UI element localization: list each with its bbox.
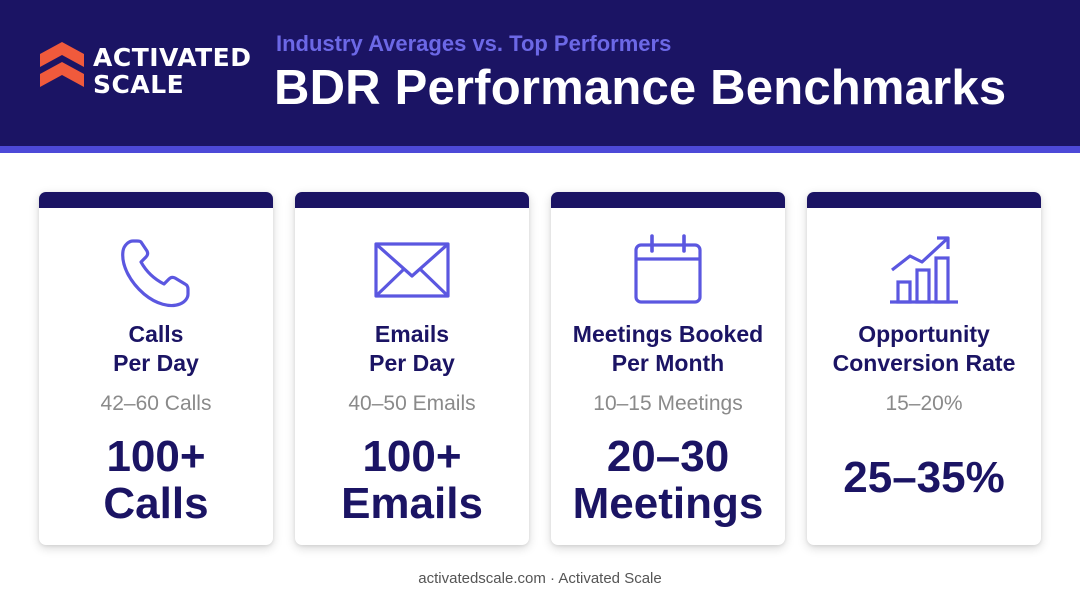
page-subtitle: Industry Averages vs. Top Performers bbox=[276, 31, 672, 56]
card-top-bar bbox=[295, 192, 529, 208]
benchmark-card-conversion: Opportunity Conversion Rate 15–20% 25–35… bbox=[807, 192, 1041, 545]
card-label-line1: Calls bbox=[128, 321, 184, 347]
benchmark-card-calls: Calls Per Day 42–60 Calls 100+ Calls bbox=[39, 192, 273, 545]
brand-name-line1: ACTIVATED bbox=[93, 43, 252, 72]
chevron-logo-icon bbox=[40, 42, 84, 87]
top-performer-value: 100+ Emails bbox=[295, 433, 529, 527]
page-title: BDR Performance Benchmarks bbox=[274, 61, 1007, 115]
card-label: Emails Per Day bbox=[295, 320, 529, 378]
industry-average-value: 10–15 Meetings bbox=[593, 392, 743, 415]
card-label: Opportunity Conversion Rate bbox=[807, 320, 1041, 378]
header-banner bbox=[0, 0, 1080, 146]
card-label-line1: Meetings Booked bbox=[572, 321, 764, 347]
benchmark-card-emails: Emails Per Day 40–50 Emails 100+ Emails bbox=[295, 192, 529, 545]
growth-chart-icon bbox=[890, 236, 958, 304]
card-top-bar bbox=[807, 192, 1041, 208]
header-accent-stripe bbox=[0, 146, 1080, 153]
industry-average-value: 15–20% bbox=[885, 392, 963, 415]
footer-attribution: activatedscale.com · Activated Scale bbox=[418, 570, 662, 587]
card-label-line2: Per Day bbox=[369, 350, 455, 376]
top-performer-line2: Calls bbox=[103, 479, 209, 528]
card-label: Calls Per Day bbox=[39, 320, 273, 378]
card-label-line2: Conversion Rate bbox=[832, 350, 1016, 376]
envelope-icon bbox=[374, 242, 450, 298]
top-performer-line1: 100+ bbox=[106, 432, 206, 481]
top-performer-value: 20–30 Meetings bbox=[551, 433, 785, 527]
top-performer-line1: 20–30 bbox=[606, 432, 730, 481]
brand-logo: ACTIVATED SCALE bbox=[38, 40, 258, 100]
card-top-bar bbox=[551, 192, 785, 208]
phone-icon bbox=[121, 239, 190, 308]
card-label-line2: Per Month bbox=[611, 350, 725, 376]
top-performer-line1: 25–35% bbox=[843, 453, 1005, 502]
card-label: Meetings Booked Per Month bbox=[551, 320, 785, 378]
top-performer-value: 100+ Calls bbox=[39, 433, 273, 527]
benchmark-card-meetings: Meetings Booked Per Month 10–15 Meetings… bbox=[551, 192, 785, 545]
top-performer-line2: Emails bbox=[341, 479, 483, 528]
card-top-bar bbox=[39, 192, 273, 208]
card-label-line2: Per Day bbox=[113, 350, 199, 376]
brand-name-line2: SCALE bbox=[93, 70, 185, 99]
top-performer-line1: 100+ bbox=[362, 432, 462, 481]
card-label-line1: Opportunity bbox=[858, 321, 990, 347]
brand-wordmark: ACTIVATED SCALE bbox=[93, 44, 252, 98]
top-performer-value: 25–35% bbox=[807, 454, 1041, 501]
industry-average-value: 42–60 Calls bbox=[100, 392, 212, 415]
industry-average-value: 40–50 Emails bbox=[348, 392, 476, 415]
calendar-icon bbox=[634, 234, 702, 304]
card-label-line1: Emails bbox=[374, 321, 450, 347]
top-performer-line2: Meetings bbox=[572, 479, 764, 528]
